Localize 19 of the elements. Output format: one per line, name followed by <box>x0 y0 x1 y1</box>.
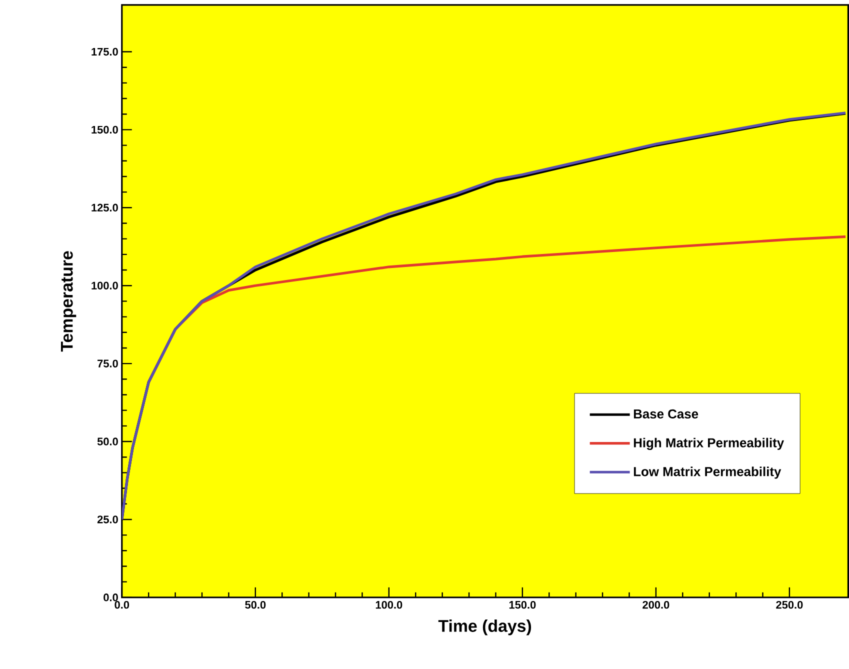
legend-label: High Matrix Permeability <box>634 438 784 450</box>
x-tick-label: 100.0 <box>376 600 402 609</box>
y-tick-label: 100.0 <box>92 282 118 290</box>
x-tick-label: 0.0 <box>114 600 130 609</box>
x-axis-title: Time (days) <box>438 619 532 636</box>
legend-label: Base Case <box>634 409 698 418</box>
x-tick-label: 150.0 <box>509 600 536 609</box>
x-tick-label: 200.0 <box>642 600 670 609</box>
y-tick-label: 150.0 <box>92 126 118 134</box>
y-tick-label: 125.0 <box>92 204 118 212</box>
y-tick-label: 50.0 <box>97 437 118 446</box>
y-tick-label: 25.0 <box>97 515 118 524</box>
y-tick-label: 75.0 <box>98 360 118 368</box>
y-tick-label: 0.0 <box>104 593 118 602</box>
y-axis-title: Temperature <box>60 250 76 352</box>
legend-label: Low Matrix Permeability <box>634 466 782 479</box>
x-tick-label: 250.0 <box>776 600 803 609</box>
x-tick-label: 50.0 <box>245 600 266 609</box>
y-tick-label: 175.0 <box>92 48 118 56</box>
